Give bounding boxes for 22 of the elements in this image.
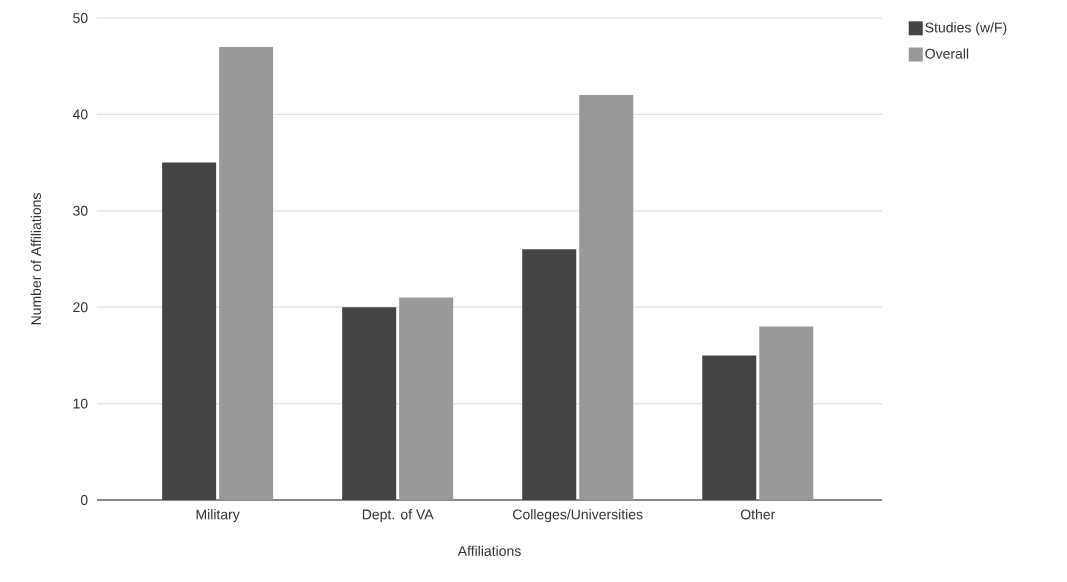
bar (219, 46, 274, 500)
bar (702, 355, 757, 500)
y-tick-label: 30 (73, 205, 88, 216)
bar (399, 297, 454, 500)
y-tick-label: 10 (73, 398, 88, 409)
bar (342, 307, 397, 500)
y-tick-label: 40 (72, 109, 88, 120)
y-tick-label: 20 (73, 302, 88, 313)
y-tick-label: 50 (73, 13, 88, 23)
legend-label: Overall (925, 48, 969, 59)
bar (162, 162, 217, 500)
x-tick-label: Dept. of VA (362, 509, 434, 523)
x-tick-label: Military (196, 509, 240, 523)
legend-label: Studies (w/F) (925, 22, 1007, 36)
x-tick-label: Other (740, 509, 776, 520)
bar (759, 326, 814, 500)
x-tick-label: Colleges/Universities (513, 509, 643, 523)
x-axis-title: Affiliations (457, 545, 521, 556)
y-axis-title: Number of Affiliations (30, 193, 42, 325)
bar (579, 95, 634, 500)
y-tick-label: 0 (80, 495, 88, 505)
bar (522, 249, 577, 500)
